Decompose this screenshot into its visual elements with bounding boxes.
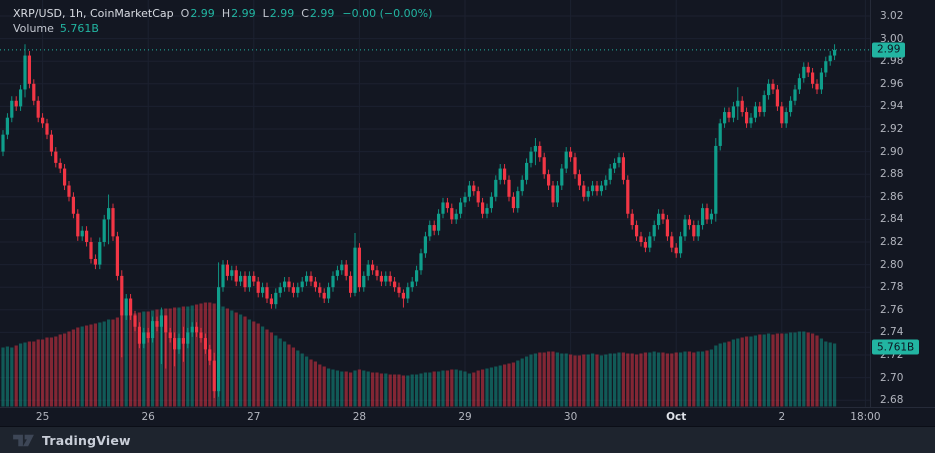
chart-canvas[interactable] — [0, 0, 870, 407]
ohlc-value: 2.99 — [269, 7, 295, 20]
legend-row-symbol: XRP/USD, 1h, CoinMarketCap O2.99 H2.99 L2.9… — [13, 6, 432, 21]
price-tick-label: 3.00 — [880, 32, 904, 45]
chart-area: XRP/USD, 1h, CoinMarketCap O2.99 H2.99 L2.9… — [0, 0, 935, 427]
time-tick-label: 18:00 — [850, 411, 881, 423]
time-tick-label: 28 — [352, 411, 367, 423]
price-tick-label: 2.68 — [880, 394, 904, 407]
time-tick-label: 29 — [458, 411, 472, 423]
price-tick-label: 2.94 — [880, 100, 904, 113]
ohlc-values: O2.99 H2.99 L2.99 C2.99 — [174, 7, 335, 20]
price-tick-label: 2.82 — [880, 236, 904, 248]
tradingview-brand-text[interactable]: TradingView — [42, 432, 131, 448]
price-tick-label: 2.98 — [880, 55, 904, 68]
price-tick-label: 2.90 — [880, 145, 904, 158]
price-tick-label: 2.88 — [880, 168, 904, 181]
ohlc-letter: L — [262, 7, 269, 20]
price-change: −0.00 (−0.00%) — [342, 7, 433, 20]
volume-label[interactable]: Volume — [13, 22, 54, 35]
tradingview-logo-icon[interactable] — [13, 433, 34, 448]
ohlc-letter: O — [180, 7, 190, 20]
price-tick-label: 3.02 — [880, 10, 904, 22]
ohlc-value: 2.99 — [190, 7, 215, 20]
ohlc-value: 2.99 — [309, 7, 335, 20]
price-tick-label: 2.74 — [880, 326, 904, 339]
price-tick-label: 2.92 — [880, 123, 904, 135]
ohlc-letter: C — [301, 7, 309, 20]
symbol-title[interactable]: XRP/USD, 1h, CoinMarketCap — [13, 7, 174, 20]
ohlc-value: 2.99 — [231, 7, 256, 20]
time-tick-label: 30 — [563, 411, 578, 423]
footer-bar: TradingView — [0, 426, 935, 453]
time-tick-label: 25 — [35, 411, 50, 423]
time-tick-label: 2 — [778, 411, 786, 423]
time-axis[interactable]: 25 26 27 28 29 30 Oct 2 18:00 — [0, 407, 935, 427]
time-tick-label: 26 — [141, 411, 155, 423]
price-tick-label: 2.78 — [880, 281, 904, 294]
legend: XRP/USD, 1h, CoinMarketCap O2.99 H2.99 L2.9… — [13, 6, 432, 36]
price-tick-label: 2.86 — [880, 190, 904, 203]
volume-badge: 5.761B — [872, 339, 920, 355]
price-tick-label: 2.76 — [880, 303, 904, 316]
price-tick-label: 2.84 — [880, 213, 904, 226]
time-tick-label: 27 — [247, 411, 261, 423]
volume-value: 5.761B — [59, 22, 99, 35]
price-tick-label: 2.70 — [880, 371, 904, 384]
price-axis[interactable]: 2.99 5.761B 3.02 3.00 2.98 2.96 2.94 2.92 2.90… — [870, 0, 935, 407]
price-tick-label: 2.96 — [880, 77, 904, 90]
price-tick-label: 2.80 — [880, 258, 904, 271]
legend-row-volume: Volume 5.761B — [13, 21, 432, 36]
ohlc-letter: H — [221, 7, 231, 20]
time-tick-label: Oct — [666, 411, 687, 423]
last-price-badge: 2.99 — [872, 42, 906, 58]
